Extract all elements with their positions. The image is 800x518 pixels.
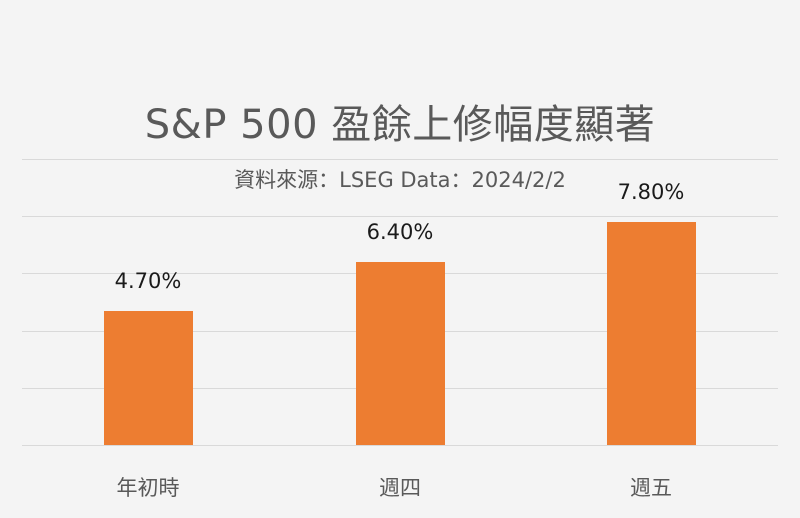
bar	[606, 221, 696, 445]
x-axis-label: 年初時	[116, 476, 180, 500]
data-label: 6.40%	[366, 219, 434, 244]
data-label: 4.70%	[114, 268, 182, 293]
bar	[355, 261, 445, 445]
chart-title: S&P 500 盈餘上修幅度顯著	[144, 102, 656, 148]
gridline	[22, 216, 778, 217]
x-axis-label: 週五	[630, 476, 672, 500]
x-axis-label: 週四	[379, 476, 421, 500]
gridline	[22, 445, 778, 446]
bar	[103, 310, 193, 445]
chart-subtitle: 資料來源：LSEG Data：2024/2/2	[234, 168, 566, 192]
data-label: 7.80%	[617, 179, 685, 204]
gridline	[22, 159, 778, 160]
